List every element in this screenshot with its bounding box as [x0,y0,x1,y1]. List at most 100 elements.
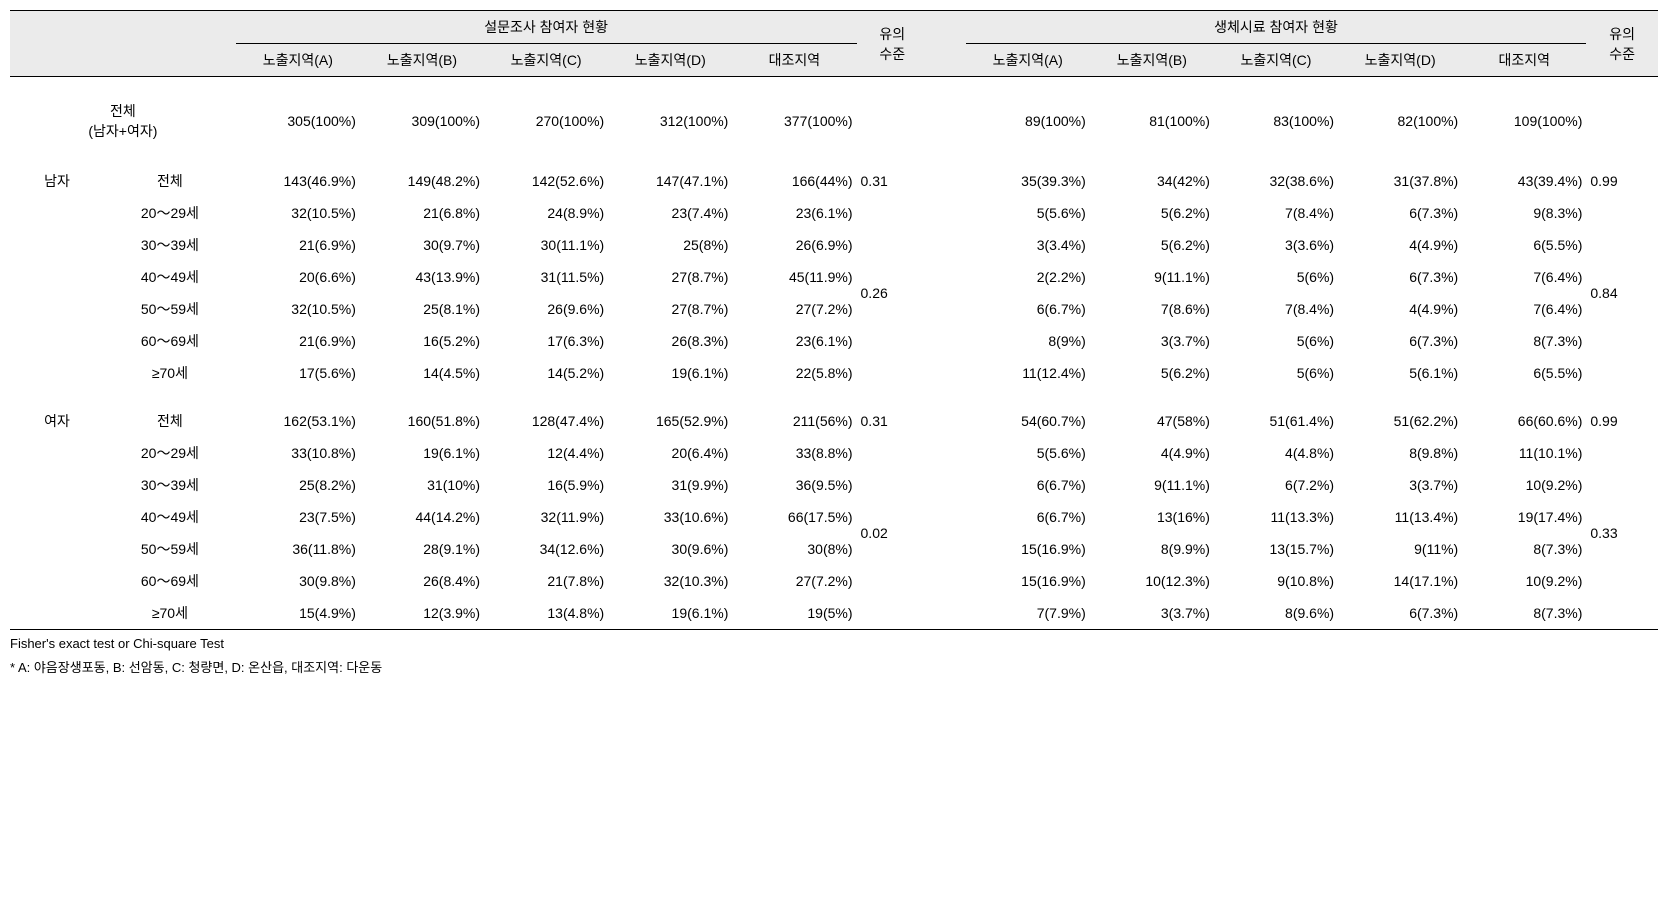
cell: 21(6.9%) [236,325,360,357]
cell: 9(11.1%) [1090,469,1214,501]
cell: 27(7.2%) [732,293,856,325]
cell: 13(4.8%) [484,597,608,630]
cell: 160(51.8%) [360,405,484,437]
cell: 19(6.1%) [608,357,732,389]
cell: 32(10.5%) [236,197,360,229]
cell: 9(10.8%) [1214,565,1338,597]
cell: 5(6%) [1214,325,1338,357]
cell: 11(12.4%) [966,357,1090,389]
cell: 143(46.9%) [236,165,360,197]
cell: 30(9.8%) [236,565,360,597]
cell: 15(16.9%) [966,565,1090,597]
cell: 32(11.9%) [484,501,608,533]
cell: 15(4.9%) [236,597,360,630]
cell: 34(42%) [1090,165,1214,197]
row-male-40: 40～49세 20(6.6%)43(13.9%)31(11.5%)27(8.7%… [10,261,1658,293]
col-bio-a: 노출지역(A) [966,44,1090,77]
row-female-50: 50～59세 36(11.8%)28(9.1%)34(12.6%)30(9.6%… [10,533,1658,565]
cell: 21(6.9%) [236,229,360,261]
cell: 7(8.6%) [1090,293,1214,325]
cell: 4(4.9%) [1338,293,1462,325]
cell: 3(3.7%) [1090,597,1214,630]
cell: 66(60.6%) [1462,405,1586,437]
cell: 24(8.9%) [484,197,608,229]
cell: 7(6.4%) [1462,293,1586,325]
cell: 5(6.2%) [1090,197,1214,229]
cell: 13(15.7%) [1214,533,1338,565]
cell-sig-female-age-survey: 0.02 [857,437,928,630]
row-male-50: 50～59세 32(10.5%)25(8.1%)26(9.6%)27(8.7%)… [10,293,1658,325]
cell: 26(6.9%) [732,229,856,261]
cell: 0.99 [1586,165,1658,197]
cell: 3(3.6%) [1214,229,1338,261]
cell: 5(6%) [1214,357,1338,389]
cell: 6(5.5%) [1462,357,1586,389]
cell: 14(17.1%) [1338,565,1462,597]
cell: 44(14.2%) [360,501,484,533]
cell: 3(3.7%) [1090,325,1214,357]
cell: 30(11.1%) [484,229,608,261]
col-bio-d: 노출지역(D) [1338,44,1462,77]
label-age: 40～49세 [104,261,236,293]
label-total: 전체 [104,165,236,197]
cell: 30(8%) [732,533,856,565]
cell: 19(6.1%) [360,437,484,469]
cell: 14(4.5%) [360,357,484,389]
cell-sig-female-age-bio: 0.33 [1586,437,1658,630]
cell: 22(5.8%) [732,357,856,389]
cell: 149(48.2%) [360,165,484,197]
cell: 32(10.5%) [236,293,360,325]
cell: 10(12.3%) [1090,565,1214,597]
cell: 11(10.1%) [1462,437,1586,469]
cell: 0.99 [1586,405,1658,437]
cell: 51(61.4%) [1214,405,1338,437]
cell: 28(9.1%) [360,533,484,565]
cell: 312(100%) [608,77,732,166]
cell: 16(5.9%) [484,469,608,501]
cell: 147(47.1%) [608,165,732,197]
cell: 30(9.6%) [608,533,732,565]
cell: 4(4.9%) [1338,229,1462,261]
cell: 43(39.4%) [1462,165,1586,197]
footnote-regions: * A: 야음장생포동, B: 선암동, C: 청량면, D: 온산읍, 대조지… [10,657,1658,676]
cell: 43(13.9%) [360,261,484,293]
cell: 21(7.8%) [484,565,608,597]
label-female: 여자 [10,405,104,437]
row-female-30: 30～39세 25(8.2%)31(10%)16(5.9%)31(9.9%)36… [10,469,1658,501]
cell: 36(11.8%) [236,533,360,565]
cell: 2(2.2%) [966,261,1090,293]
cell: 211(56%) [732,405,856,437]
cell: 162(53.1%) [236,405,360,437]
cell: 166(44%) [732,165,856,197]
cell: 27(8.7%) [608,261,732,293]
col-survey-ctrl: 대조지역 [732,44,856,77]
cell: 6(6.7%) [966,293,1090,325]
cell: 11(13.3%) [1214,501,1338,533]
row-female-40: 40～49세 23(7.5%)44(14.2%)32(11.9%)33(10.6… [10,501,1658,533]
cell: 0.31 [857,405,928,437]
cell: 5(6.1%) [1338,357,1462,389]
cell: 26(8.3%) [608,325,732,357]
cell: 14(5.2%) [484,357,608,389]
cell: 305(100%) [236,77,360,166]
cell [857,77,928,166]
cell: 8(9.6%) [1214,597,1338,630]
col-sig-bio: 유의 수준 [1586,11,1658,77]
row-male-70: ≥70세 17(5.6%)14(4.5%)14(5.2%)19(6.1%)22(… [10,357,1658,389]
col-survey-b: 노출지역(B) [360,44,484,77]
cell: 47(58%) [1090,405,1214,437]
label-age: 30～39세 [104,229,236,261]
cell: 17(5.6%) [236,357,360,389]
survey-section-title: 설문조사 참여자 현황 [236,11,857,44]
cell: 12(4.4%) [484,437,608,469]
biosample-section-title: 생체시료 참여자 현황 [966,11,1587,44]
cell: 31(9.9%) [608,469,732,501]
cell: 5(6%) [1214,261,1338,293]
col-bio-ctrl: 대조지역 [1462,44,1586,77]
cell: 12(3.9%) [360,597,484,630]
cell: 26(9.6%) [484,293,608,325]
cell: 51(62.2%) [1338,405,1462,437]
cell: 8(7.3%) [1462,597,1586,630]
cell [1586,77,1658,166]
cell: 9(8.3%) [1462,197,1586,229]
